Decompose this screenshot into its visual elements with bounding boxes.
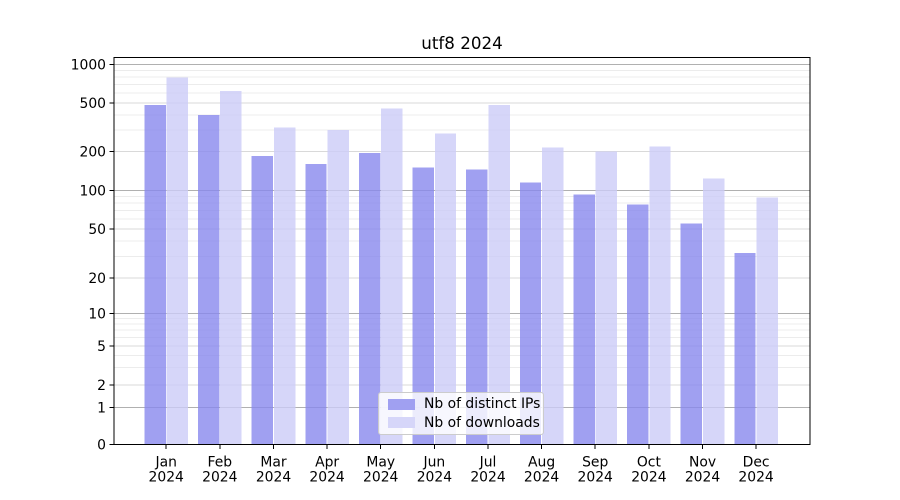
bar-downloads-nov [702,178,725,445]
x-tick-label-year-sep: 2024 [578,470,614,486]
x-tick-label-month-jan: Jan [154,455,176,471]
x-tick-label-month-jun: Jun [423,455,446,471]
bar-downloads-jul [488,105,510,445]
x-tick-label-year-nov: 2024 [685,470,721,486]
y-tick-label-200: 200 [79,144,106,160]
bar-ips-dec [734,252,756,445]
y-tick-label-50: 50 [88,222,106,238]
x-tick-label-year-oct: 2024 [631,470,667,486]
bar-ips-sep [573,194,595,445]
bar-ips-apr [305,164,327,445]
legend: Nb of distinct IPs Nb of downloads [378,392,544,435]
x-tick-label-month-sep: Sep [582,455,608,471]
x-tick-label-month-oct: Oct [637,455,662,471]
bar-ips-mar [251,155,274,445]
x-tick-label-year-dec: 2024 [738,470,774,486]
x-tick-label-year-jan: 2024 [149,470,185,486]
bar-ips-may [358,152,381,445]
bar-downloads-sep [595,151,617,445]
bar-downloads-oct [649,146,671,445]
x-tick-label-year-may: 2024 [363,470,399,486]
x-tick-label-year-mar: 2024 [256,470,292,486]
x-tick-label-month-aug: Aug [528,455,555,471]
legend-item-downloads: Nb of downloads [388,415,540,432]
bar-ips-jun [412,167,434,445]
x-tick-label-month-mar: Mar [260,455,286,471]
y-tick-label-1: 1 [97,400,106,416]
x-tick-label-year-jun: 2024 [417,470,453,486]
bar-downloads-jun [434,133,457,445]
bar-ips-aug [519,182,542,445]
y-tick-label-10: 10 [88,306,106,322]
bar-downloads-may [381,108,403,445]
y-tick-label-1000: 1000 [71,57,106,73]
y-tick-label-20: 20 [88,271,106,287]
x-tick-label-month-may: May [366,455,395,471]
bar-downloads-mar [273,127,296,445]
plot-border [113,57,811,445]
bar-downloads-feb [220,91,242,445]
legend-swatch-ips [388,398,415,410]
bar-downloads-aug [542,147,564,445]
x-tick-label-year-feb: 2024 [202,470,238,486]
y-tick-label-5: 5 [97,339,106,355]
bar-downloads-jan [166,77,188,445]
x-tick-label-year-aug: 2024 [524,470,560,486]
bar-downloads-dec [756,197,778,445]
y-tick-label-0: 0 [97,437,106,453]
x-tick-label-month-jul: Jul [479,455,497,471]
bar-ips-feb [198,114,220,445]
legend-label-downloads: Nb of downloads [424,414,540,431]
chart-title: utf8 2024 [421,33,503,53]
x-tick-label-month-apr: Apr [315,455,339,471]
y-tick-label-2: 2 [97,378,106,394]
x-tick-label-year-apr: 2024 [309,470,345,486]
bar-ips-jan [144,105,166,445]
bar-ips-jul [466,169,488,445]
x-tick-label-month-feb: Feb [208,455,233,471]
legend-label-ips: Nb of distinct IPs [424,396,541,413]
x-tick-label-year-jul: 2024 [470,470,506,486]
bar-downloads-apr [327,130,349,445]
x-tick-label-month-dec: Dec [743,455,770,471]
legend-item-ips: Nb of distinct IPs [388,396,540,413]
bar-ips-nov [680,223,703,445]
y-tick-label-500: 500 [79,96,106,112]
legend-swatch-downloads [388,417,415,429]
y-tick-label-100: 100 [79,183,106,199]
bar-ips-oct [627,204,649,445]
x-tick-label-month-nov: Nov [689,455,716,471]
